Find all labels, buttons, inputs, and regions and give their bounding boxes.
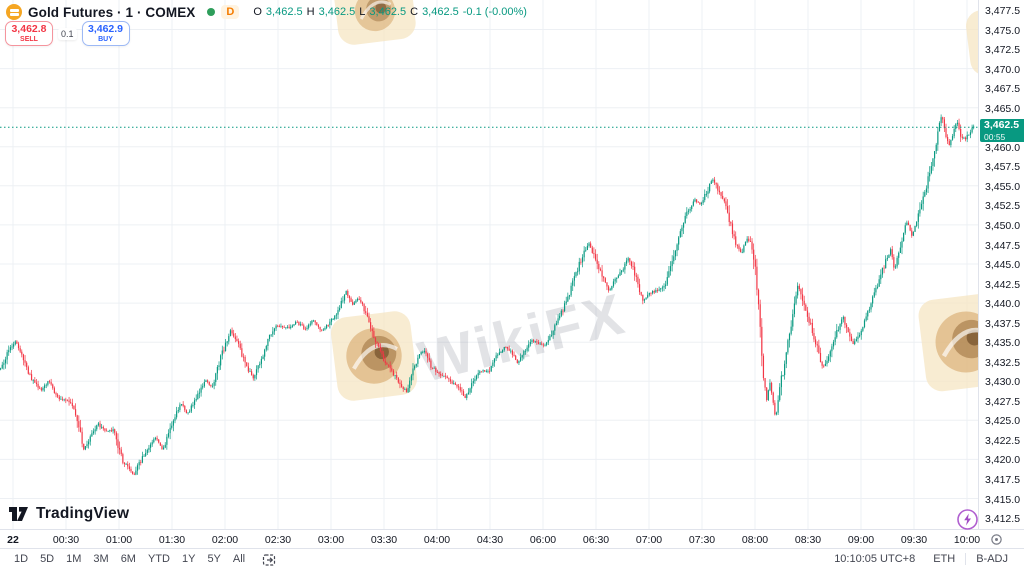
price-tick-label: 3,467.5 [985, 83, 1021, 96]
time-tick-label: 01:00 [105, 534, 133, 546]
high-label: H [306, 6, 315, 18]
range-1d[interactable]: 1D [14, 553, 29, 565]
price-tick-label: 3,452.5 [985, 200, 1021, 213]
time-tick-label: 00:30 [52, 534, 80, 546]
price-tick-label: 3,460.0 [985, 141, 1021, 154]
low-value: 3,462.5 [369, 6, 407, 18]
symbol-header: Gold Futures · 1 · COMEX D O 3,462.5 H 3,4… [6, 3, 527, 21]
last-price-value: 3,462.5 [984, 119, 1020, 132]
buy-button[interactable]: 3,462.9 BUY [81, 21, 130, 46]
price-tick-label: 3,435.0 [985, 337, 1021, 350]
sell-button[interactable]: 3,462.8 SELL [5, 21, 53, 46]
time-tick-label: 02:30 [264, 534, 292, 546]
range-all[interactable]: All [232, 553, 246, 565]
price-tick-label: 3,420.0 [985, 454, 1021, 467]
clock-display[interactable]: 10:10:05 UTC+8 [834, 553, 916, 565]
interval-badge[interactable]: D [221, 5, 240, 19]
time-tick-label: 08:30 [794, 534, 822, 546]
target-settings-icon[interactable] [990, 533, 1003, 551]
price-axis[interactable]: 3,477.5 3,475.0 3,472.5 3,470.0 3,467.5 3,465… [978, 0, 1024, 529]
time-tick-label: 10:00 [953, 534, 981, 546]
time-tick-label: 01:30 [158, 534, 186, 546]
sell-label: SELL [20, 36, 38, 43]
price-tick-label: 3,437.5 [985, 317, 1021, 330]
price-tick-label: 3,442.5 [985, 278, 1021, 291]
price-tick-label: 3,425.0 [985, 415, 1021, 428]
price-tick-label: 3,417.5 [985, 473, 1021, 486]
high-value: 3,462.5 [318, 6, 356, 18]
low-label: L [359, 6, 366, 18]
price-tick-label: 3,440.0 [985, 298, 1021, 311]
price-tick-label: 3,472.5 [985, 44, 1021, 57]
price-tick-label: 3,415.0 [985, 493, 1021, 506]
time-tick-label: 09:30 [900, 534, 928, 546]
time-tick-label: 08:00 [741, 534, 769, 546]
spread-value: 0.1 [58, 27, 77, 40]
range-6m[interactable]: 6M [120, 553, 136, 565]
toolbar-divider [965, 553, 967, 565]
price-tick-label: 3,427.5 [985, 395, 1021, 408]
time-tick-label: 04:00 [423, 534, 451, 546]
time-tick-label: 22 [7, 534, 19, 546]
time-tick-label: 03:30 [370, 534, 398, 546]
range-5y[interactable]: 5Y [207, 553, 221, 565]
open-label: O [253, 6, 262, 18]
price-tick-label: 3,422.5 [985, 434, 1021, 447]
range-5d[interactable]: 5D [40, 553, 55, 565]
time-axis[interactable]: 22 00:30 01:00 01:30 02:00 02:30 03:00 03:30 04:… [0, 529, 1024, 549]
bar-countdown: 00:55 [984, 131, 1006, 142]
price-tick-label: 3,455.0 [985, 180, 1021, 193]
session-toggle[interactable]: ETH [933, 553, 956, 565]
ohlc-readout: O 3,462.5 H 3,462.5 L 3,462.5 C 3,462.5 -0.1… [253, 6, 527, 18]
range-1m[interactable]: 1M [66, 553, 82, 565]
open-value: 3,462.5 [265, 6, 303, 18]
price-tick-label: 3,470.0 [985, 63, 1021, 76]
price-tick-label: 3,477.5 [985, 5, 1021, 17]
price-tick-label: 3,475.0 [985, 24, 1021, 37]
buy-price: 3,462.9 [87, 23, 124, 35]
time-tick-label: 02:00 [211, 534, 239, 546]
range-3m[interactable]: 3M [93, 553, 109, 565]
calendar-go-to-date-icon[interactable] [261, 552, 277, 567]
time-tick-label: 04:30 [476, 534, 504, 546]
price-tick-label: 3,465.0 [985, 102, 1021, 115]
toolbar-right: 10:10:05 UTC+8 ETH B-ADJ [826, 553, 1018, 565]
price-tick-label: 3,445.0 [985, 259, 1021, 271]
change-value: -0.1 (-0.00%) [462, 6, 527, 18]
market-open-dot [207, 8, 216, 16]
price-tick-label: 3,432.5 [985, 356, 1021, 369]
gold-coin-icon [6, 4, 22, 20]
buy-label: BUY [98, 36, 113, 43]
bottom-toolbar: 1D 5D 1M 3M 6M YTD 1Y 5Y All 10:10:05 UTC+8 ETH … [0, 548, 1024, 568]
range-1y[interactable]: 1Y [181, 553, 196, 565]
time-tick-label: 03:00 [317, 534, 345, 546]
last-price-badge: 3,462.5 00:55 [980, 119, 1024, 143]
range-ytd[interactable]: YTD [147, 553, 170, 565]
price-tick-label: 3,457.5 [985, 161, 1021, 174]
symbol-title[interactable]: Gold Futures · 1 · COMEX [28, 4, 196, 20]
time-tick-label: 06:00 [529, 534, 557, 546]
purple-lightning-icon[interactable] [956, 508, 979, 531]
price-tick-label: 3,412.5 [985, 513, 1021, 525]
time-tick-label: 07:00 [635, 534, 663, 546]
time-tick-label: 06:30 [582, 534, 610, 546]
adjustment-toggle[interactable]: B-ADJ [976, 553, 1008, 565]
tradingview-logo[interactable]: TradingView [8, 505, 129, 523]
trade-panel: 3,462.8 SELL 0.1 3,462.9 BUY [5, 21, 130, 46]
time-tick-label: 09:00 [847, 534, 875, 546]
close-label: C [410, 6, 419, 18]
close-value: 3,462.5 [422, 6, 459, 18]
range-buttons: 1D 5D 1M 3M 6M YTD 1Y 5Y All [8, 551, 251, 567]
tradingview-logo-text: TradingView [36, 505, 130, 522]
tradingview-mark [9, 507, 28, 521]
price-tick-label: 3,450.0 [985, 219, 1021, 232]
sell-price: 3,462.8 [11, 23, 47, 35]
price-tick-label: 3,430.0 [985, 376, 1021, 389]
price-tick-label: 3,447.5 [985, 239, 1021, 252]
time-tick-label: 07:30 [688, 534, 716, 546]
